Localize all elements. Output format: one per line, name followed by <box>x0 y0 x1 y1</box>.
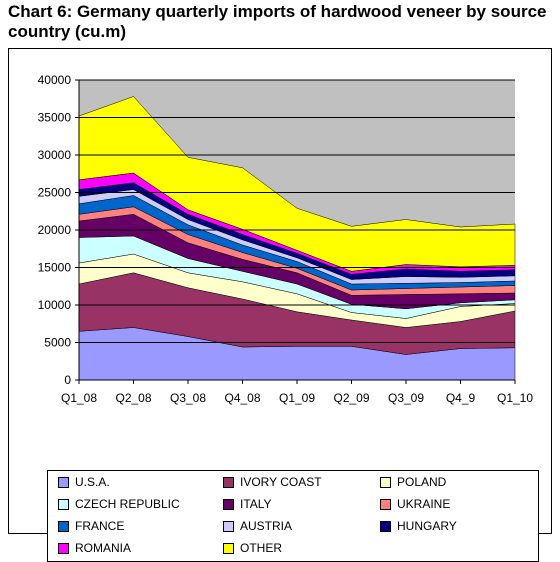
chart-area: 0 5000 10000 15000 20000 25000 30000 35000 40000… <box>8 48 552 562</box>
legend-item: ITALY <box>223 496 272 512</box>
legend-label: FRANCE <box>75 519 125 533</box>
legend-item: IVORY COAST <box>223 474 322 490</box>
legend-label: POLAND <box>397 475 447 489</box>
legend-label: HUNGARY <box>397 519 457 533</box>
x-tick-label: Q1_09 <box>279 391 315 405</box>
chart-title: Chart 6: Germany quarterly imports of ha… <box>8 2 547 41</box>
legend-label: U.S.A. <box>75 475 110 489</box>
legend-label: ROMANIA <box>75 541 132 555</box>
legend-swatch <box>223 498 234 510</box>
y-tick-label: 15000 <box>38 261 72 275</box>
legend-item: POLAND <box>380 474 446 490</box>
x-tick-label: Q4_08 <box>224 391 260 405</box>
y-tick-label: 40000 <box>38 73 72 87</box>
x-tick-label: Q4_9 <box>446 391 476 405</box>
legend: U.S.A. IVORY COAST POLAND CZECH REPUBLIC ITA… <box>47 470 539 562</box>
chart-svg: 0 5000 10000 15000 20000 25000 30000 35000 40000… <box>38 73 534 405</box>
legend-item: FRANCE <box>58 518 124 534</box>
y-tick-label: 30000 <box>38 148 72 162</box>
legend-label: IVORY COAST <box>240 475 322 489</box>
legend-swatch <box>223 520 234 532</box>
legend-swatch <box>58 476 69 488</box>
legend-swatch <box>58 498 69 510</box>
legend-item: AUSTRIA <box>223 518 292 534</box>
y-tick-label: 25000 <box>38 186 72 200</box>
x-tick-label: Q2_09 <box>333 391 369 405</box>
series-area-other <box>78 96 516 272</box>
y-tick-label: 0 <box>64 373 71 387</box>
legend-label: ITALY <box>240 497 272 511</box>
legend-item: OTHER <box>223 540 282 556</box>
legend-label: OTHER <box>240 541 282 555</box>
x-tick-label: Q1_08 <box>61 391 97 405</box>
x-tick-label: Q2_08 <box>115 391 151 405</box>
legend-label: AUSTRIA <box>240 519 293 533</box>
legend-swatch <box>380 520 391 532</box>
legend-item: HUNGARY <box>380 518 457 534</box>
y-tick-label: 35000 <box>38 111 72 125</box>
legend-item: U.S.A. <box>58 474 110 490</box>
legend-swatch <box>380 476 391 488</box>
legend-swatch <box>223 542 234 554</box>
legend-swatch <box>58 520 69 532</box>
legend-swatch <box>223 476 234 488</box>
x-tick-label: Q3_09 <box>388 391 424 405</box>
x-tick-label: Q3_08 <box>170 391 206 405</box>
legend-item: ROMANIA <box>58 540 131 556</box>
y-tick-label: 5000 <box>44 336 71 350</box>
y-tick-label: 10000 <box>38 298 72 312</box>
x-tick-label: Q1_10 <box>497 391 533 405</box>
legend-label: CZECH REPUBLIC <box>75 497 180 511</box>
legend-swatch <box>380 498 391 510</box>
legend-item: CZECH REPUBLIC <box>58 496 180 512</box>
legend-label: UKRAINE <box>397 497 451 511</box>
legend-swatch <box>58 542 69 554</box>
legend-item: UKRAINE <box>380 496 450 512</box>
y-tick-label: 20000 <box>38 223 72 237</box>
